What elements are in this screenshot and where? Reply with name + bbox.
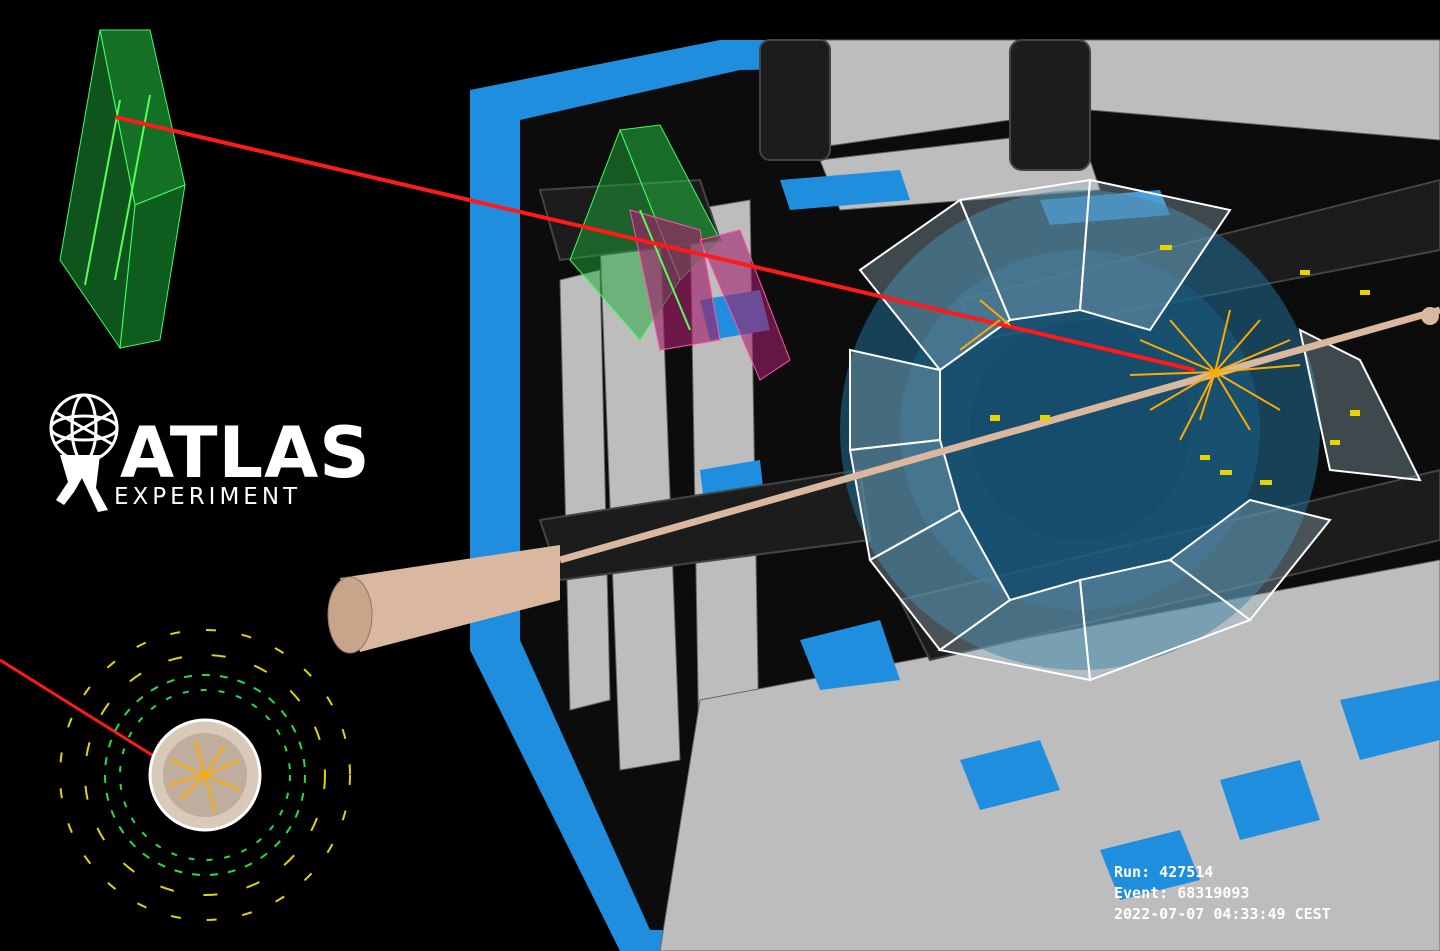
collision-vertex-jets [959,299,1301,441]
event-label: Event: 68319093 [1114,884,1250,902]
event-info: Run: 427514 Event: 68319093 2022-07-07 04:… [1114,862,1331,925]
logo-subtitle: EXPERIMENT [114,484,302,510]
transverse-view-inset [0,629,351,921]
atlas-figure-icon [56,455,108,512]
run-label: Run: 427514 [1114,863,1214,881]
event-datetime: 2022-07-07 04:33:49 CEST [1114,905,1331,923]
calorimeter-hits [990,245,1370,485]
beam-pipe [327,306,1440,654]
muon-track [114,115,1196,372]
logo-title: ATLAS [120,412,371,494]
muon-chamber-far [59,29,186,350]
